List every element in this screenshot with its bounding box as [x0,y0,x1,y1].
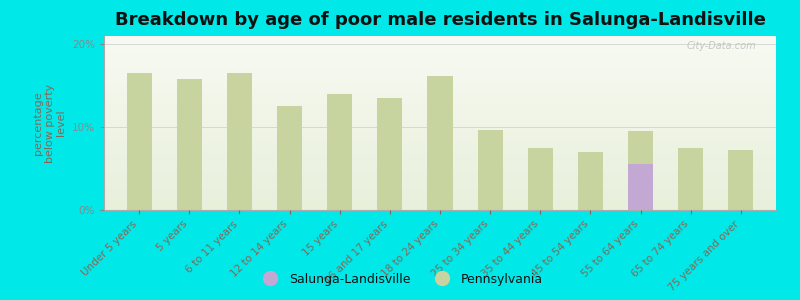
Y-axis label: percentage
below poverty
level: percentage below poverty level [34,83,66,163]
Bar [478,130,502,210]
Title: Breakdown by age of poor male residents in Salunga-Landisville: Breakdown by age of poor male residents … [114,11,766,29]
Bar [277,106,302,210]
Bar [227,73,252,210]
Bar [327,94,352,210]
Bar [126,73,152,210]
Bar [728,150,754,210]
Bar [427,76,453,210]
Bar [628,164,653,210]
Legend: Salunga-Landisville, Pennsylvania: Salunga-Landisville, Pennsylvania [253,268,547,291]
Bar [528,148,553,210]
Bar [578,152,603,210]
Bar [628,131,653,210]
Bar [177,79,202,210]
Text: City-Data.com: City-Data.com [686,41,756,51]
Bar [678,148,703,210]
Bar [378,98,402,210]
